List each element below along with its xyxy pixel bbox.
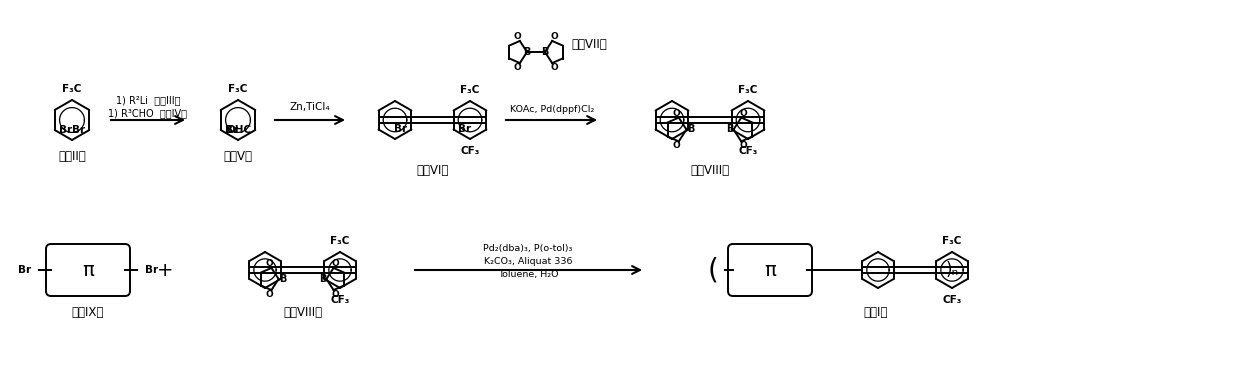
Text: O: O — [673, 109, 681, 118]
Text: 式（VI）: 式（VI） — [417, 164, 449, 177]
Text: O: O — [673, 141, 681, 150]
Text: K₂CO₃, Aliquat 336: K₂CO₃, Aliquat 336 — [484, 256, 572, 265]
Text: F₃C: F₃C — [738, 85, 758, 95]
Text: 式（VIII）: 式（VIII） — [691, 164, 729, 177]
Text: Toluene, H₂O: Toluene, H₂O — [497, 270, 558, 279]
Text: O: O — [265, 290, 273, 298]
Text: Br: Br — [224, 125, 238, 135]
Text: CF₃: CF₃ — [330, 295, 350, 305]
Text: Br: Br — [72, 125, 86, 135]
Text: B: B — [687, 124, 694, 135]
Text: F₃C: F₃C — [460, 85, 480, 95]
Text: 式（V）: 式（V） — [223, 150, 253, 162]
Text: F₃C: F₃C — [62, 84, 82, 94]
Text: F₃C: F₃C — [330, 236, 350, 246]
Text: Br: Br — [394, 124, 408, 135]
Text: CF₃: CF₃ — [460, 146, 480, 156]
Text: π: π — [82, 261, 94, 279]
Text: 式（II）: 式（II） — [58, 150, 86, 162]
Text: 式（VII）: 式（VII） — [572, 38, 606, 51]
Text: 式（VIII）: 式（VIII） — [283, 306, 322, 318]
Text: O: O — [551, 63, 558, 72]
Text: 式（I）: 式（I） — [864, 306, 888, 318]
FancyBboxPatch shape — [46, 244, 130, 296]
Text: CF₃: CF₃ — [942, 295, 962, 305]
Text: B: B — [542, 47, 548, 57]
Text: +: + — [156, 261, 174, 279]
Text: B: B — [725, 124, 733, 135]
Text: F₃C: F₃C — [942, 236, 962, 246]
Text: 式（IX）: 式（IX） — [72, 306, 104, 318]
Text: 1) R³CHO  式（IV）: 1) R³CHO 式（IV） — [109, 108, 187, 118]
Text: O: O — [513, 63, 522, 72]
Text: B: B — [523, 47, 531, 57]
Text: OHC: OHC — [226, 125, 252, 135]
Text: (: ( — [708, 256, 718, 284]
Text: π: π — [764, 261, 776, 279]
Text: Br: Br — [58, 125, 72, 135]
Text: O: O — [331, 260, 340, 268]
Text: B: B — [279, 274, 286, 284]
Text: Zn,TiCl₄: Zn,TiCl₄ — [290, 102, 330, 112]
Text: O: O — [551, 33, 558, 42]
Text: O: O — [513, 33, 522, 42]
Text: O: O — [739, 109, 748, 118]
Text: Br: Br — [458, 124, 471, 135]
Text: CF₃: CF₃ — [738, 146, 758, 156]
Text: )ₙ: )ₙ — [946, 261, 959, 279]
Text: B: B — [319, 274, 326, 284]
Text: Br: Br — [17, 265, 31, 275]
Text: O: O — [739, 141, 748, 150]
FancyBboxPatch shape — [728, 244, 812, 296]
Text: Br: Br — [145, 265, 159, 275]
Text: F₃C: F₃C — [228, 84, 248, 94]
Text: O: O — [331, 290, 340, 298]
Text: Pd₂(dba)₃, P(o-tol)₃: Pd₂(dba)₃, P(o-tol)₃ — [484, 243, 573, 252]
Text: KOAc, Pd(dppf)Cl₂: KOAc, Pd(dppf)Cl₂ — [510, 105, 594, 114]
Text: O: O — [265, 260, 273, 268]
Text: 1) R²Li  式（III）: 1) R²Li 式（III） — [115, 95, 180, 105]
